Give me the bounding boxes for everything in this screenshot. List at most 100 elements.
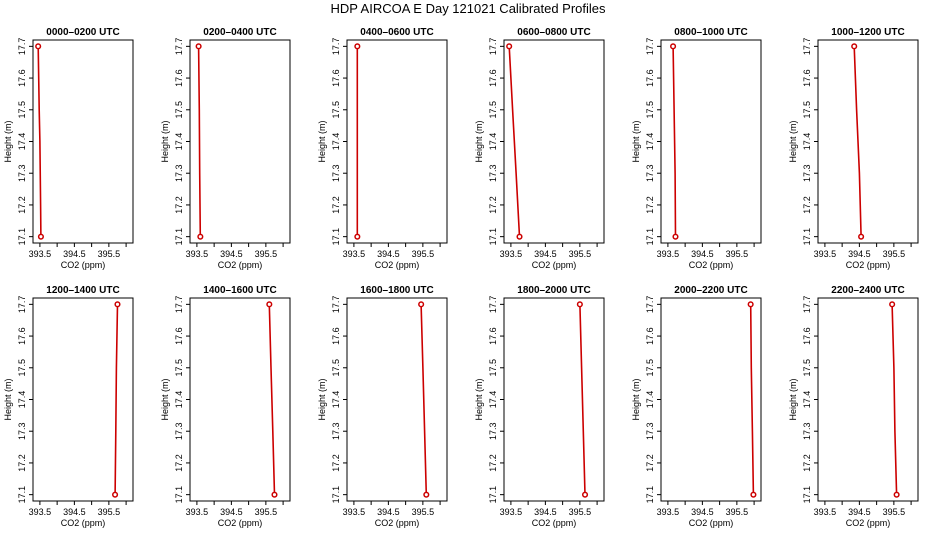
y-tick-label: 17.7 xyxy=(331,296,341,314)
x-tick-label: 395.5 xyxy=(412,249,435,259)
y-axis-label: Height (m) xyxy=(788,378,798,420)
x-tick-label: 395.5 xyxy=(412,507,435,517)
y-tick-label: 17.6 xyxy=(645,69,655,87)
panel-title: 0600–0800 UTC xyxy=(517,27,590,38)
panel-2: 0400–0600 UTC 393.5 394.5 395.5 17.1 17.2 17.3… xyxy=(317,27,448,270)
plot-frame xyxy=(503,297,605,502)
x-tick-label: 393.5 xyxy=(29,249,52,259)
y-tick-label: 17.3 xyxy=(645,164,655,182)
plot-frame xyxy=(32,297,134,502)
plot-frame xyxy=(189,297,291,502)
y-tick-label: 17.4 xyxy=(488,133,498,151)
y-tick-label: 17.4 xyxy=(17,391,27,409)
y-tick-label: 17.6 xyxy=(488,69,498,87)
x-axis-label: CO2 (ppm) xyxy=(846,518,891,528)
data-point xyxy=(197,233,204,240)
panel-1: 0200–0400 UTC 393.5 394.5 395.5 17.1 17.2 17.3… xyxy=(160,27,291,270)
y-tick-label: 17.7 xyxy=(488,38,498,56)
data-point xyxy=(35,43,42,50)
data-point xyxy=(195,43,202,50)
x-tick-label: 393.5 xyxy=(814,249,837,259)
x-tick-label: 394.5 xyxy=(691,249,714,259)
data-point xyxy=(851,43,858,50)
panel-10: 2000–2200 UTC 393.5 394.5 395.5 17.1 17.2 17.3… xyxy=(631,285,762,528)
y-tick-label: 17.2 xyxy=(488,454,498,472)
y-tick-label: 17.6 xyxy=(645,327,655,345)
x-axis-label: CO2 (ppm) xyxy=(846,260,891,270)
y-tick-label: 17.4 xyxy=(802,391,812,409)
y-tick-label: 17.2 xyxy=(17,454,27,472)
x-tick-label: 393.5 xyxy=(29,507,52,517)
plot-frame xyxy=(660,297,762,502)
y-tick-label: 17.1 xyxy=(488,486,498,504)
y-tick-label: 17.1 xyxy=(17,228,27,246)
panel-title: 1400–1600 UTC xyxy=(203,285,276,296)
x-axis-label: CO2 (ppm) xyxy=(375,518,420,528)
y-tick-label: 17.6 xyxy=(802,327,812,345)
data-point xyxy=(750,491,757,498)
x-axis-label: CO2 (ppm) xyxy=(532,518,577,528)
data-point xyxy=(37,233,44,240)
figure-title: HDP AIRCOA E Day 121021 Calibrated Profi… xyxy=(330,1,606,16)
panel-title: 1800–2000 UTC xyxy=(517,285,590,296)
y-axis-label: Height (m) xyxy=(160,120,170,162)
plot-frame xyxy=(189,39,291,244)
y-tick-label: 17.7 xyxy=(174,296,184,314)
y-tick-label: 17.5 xyxy=(488,101,498,119)
plot-frame xyxy=(346,39,448,244)
y-tick-label: 17.5 xyxy=(331,101,341,119)
y-tick-label: 17.5 xyxy=(174,359,184,377)
x-tick-label: 393.5 xyxy=(186,249,209,259)
plot-frame xyxy=(32,39,134,244)
y-tick-label: 17.4 xyxy=(174,391,184,409)
series-line xyxy=(891,304,898,495)
x-tick-label: 395.5 xyxy=(883,249,906,259)
y-tick-label: 17.2 xyxy=(331,454,341,472)
panel-7: 1400–1600 UTC 393.5 394.5 395.5 17.1 17.2 17.3… xyxy=(160,285,291,528)
y-tick-label: 17.5 xyxy=(645,359,655,377)
panel-3: 0600–0800 UTC 393.5 394.5 395.5 17.1 17.2 17.3… xyxy=(474,27,605,270)
y-tick-label: 17.2 xyxy=(174,454,184,472)
x-tick-label: 393.5 xyxy=(657,507,680,517)
y-tick-label: 17.4 xyxy=(331,391,341,409)
data-point xyxy=(354,233,361,240)
panel-4: 0800–1000 UTC 393.5 394.5 395.5 17.1 17.2 17.3… xyxy=(631,27,762,270)
x-tick-label: 394.5 xyxy=(377,507,400,517)
y-tick-label: 17.2 xyxy=(802,454,812,472)
panel-6: 1200–1400 UTC 393.5 394.5 395.5 17.1 17.2 17.3… xyxy=(3,285,134,528)
y-tick-label: 17.3 xyxy=(802,422,812,440)
x-tick-label: 395.5 xyxy=(569,507,592,517)
plot-frame xyxy=(817,297,919,502)
data-point xyxy=(858,233,865,240)
x-axis-label: CO2 (ppm) xyxy=(532,260,577,270)
x-axis-label: CO2 (ppm) xyxy=(689,518,734,528)
x-tick-label: 395.5 xyxy=(255,507,278,517)
data-point xyxy=(672,233,679,240)
series-line xyxy=(268,304,276,495)
panel-0: 0000–0200 UTC 393.5 394.5 395.5 17.1 17.2 17.3… xyxy=(3,27,134,270)
y-axis-label: Height (m) xyxy=(631,378,641,420)
y-tick-label: 17.3 xyxy=(174,164,184,182)
y-tick-label: 17.1 xyxy=(174,486,184,504)
x-axis-label: CO2 (ppm) xyxy=(61,518,106,528)
y-tick-label: 17.6 xyxy=(174,327,184,345)
x-tick-label: 393.5 xyxy=(500,507,523,517)
y-tick-label: 17.4 xyxy=(488,391,498,409)
x-axis-label: CO2 (ppm) xyxy=(375,260,420,270)
y-tick-label: 17.3 xyxy=(174,422,184,440)
x-tick-label: 394.5 xyxy=(220,507,243,517)
y-tick-label: 17.1 xyxy=(331,486,341,504)
x-tick-label: 395.5 xyxy=(98,507,121,517)
y-tick-label: 17.3 xyxy=(802,164,812,182)
y-tick-label: 17.4 xyxy=(802,133,812,151)
x-tick-label: 394.5 xyxy=(377,249,400,259)
data-point xyxy=(112,491,119,498)
x-tick-label: 395.5 xyxy=(726,249,749,259)
y-tick-label: 17.1 xyxy=(645,228,655,246)
panel-title: 0800–1000 UTC xyxy=(674,27,747,38)
x-tick-label: 395.5 xyxy=(726,507,749,517)
series-line xyxy=(749,304,755,495)
y-tick-label: 17.4 xyxy=(17,133,27,151)
y-tick-label: 17.3 xyxy=(645,422,655,440)
